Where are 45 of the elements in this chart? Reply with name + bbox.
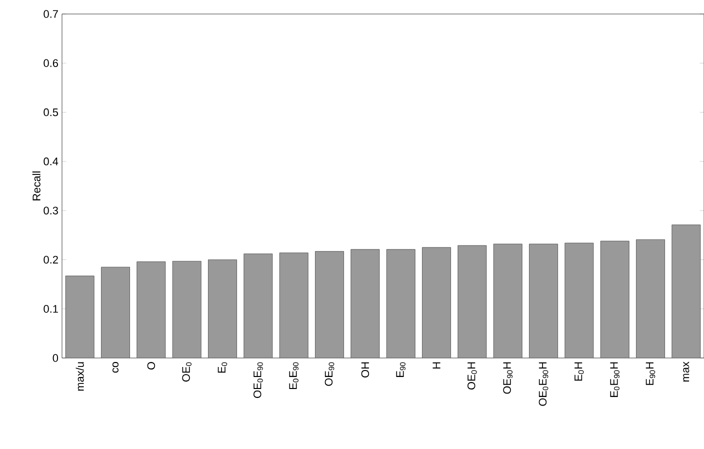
bar [244,254,272,358]
bar [136,262,166,358]
bar [564,243,594,358]
y-tick-label: 0.2 [44,256,58,264]
y-tick-label: 0.1 [44,304,58,313]
bar [350,249,380,358]
y-tick-label: 0.3 [44,206,58,214]
y-tick-label: 0.6 [44,59,58,68]
x-tick-label: O [147,362,156,370]
x-tick-label: co [112,362,119,373]
x-tick-label: E$_{0}$ [218,362,228,373]
bar [529,244,558,358]
bar [600,241,630,358]
x-tick-label: OE$_{0}$ [182,362,192,382]
bar [315,251,344,358]
bar [101,267,130,358]
bar [636,240,665,358]
y-tick-label: 0.5 [44,108,58,116]
bar [172,261,202,358]
bar [208,260,237,358]
x-tick-label: max/u [76,362,84,391]
bar [672,224,701,358]
x-tick-label: OH [361,362,370,378]
x-tick-label: E$_{0}$H [574,362,584,381]
x-tick-label: OE$_{0}$E$_{90}$ [254,362,263,398]
bar [280,252,308,358]
y-tick-label: 0 [52,354,58,362]
x-tick-label: OE$_{90}$ [324,362,334,386]
bar [66,276,94,358]
bar [386,249,416,358]
x-tick-label: E$_{0}$E$_{90}$H [610,362,620,397]
x-tick-label: E$_{0}$E$_{90}$ [289,362,298,390]
x-tick-label: OE$_{90}$H [503,362,513,394]
bar [458,245,486,358]
x-tick-label: OE$_{0}$H [468,362,477,390]
x-tick-label: max [683,362,690,382]
x-tick-label: OE$_{0}$E$_{90}$H [538,362,548,406]
x-tick-label: E$_{90}$H [646,362,656,385]
y-tick-label: 0.7 [44,10,58,18]
bar [422,247,451,358]
y-axis-title: Recall [32,172,40,200]
x-tick-label: H [432,362,440,369]
bar [494,244,522,358]
x-tick-label: E$_{90}$ [396,362,406,377]
y-tick-label: 0.4 [44,158,58,166]
